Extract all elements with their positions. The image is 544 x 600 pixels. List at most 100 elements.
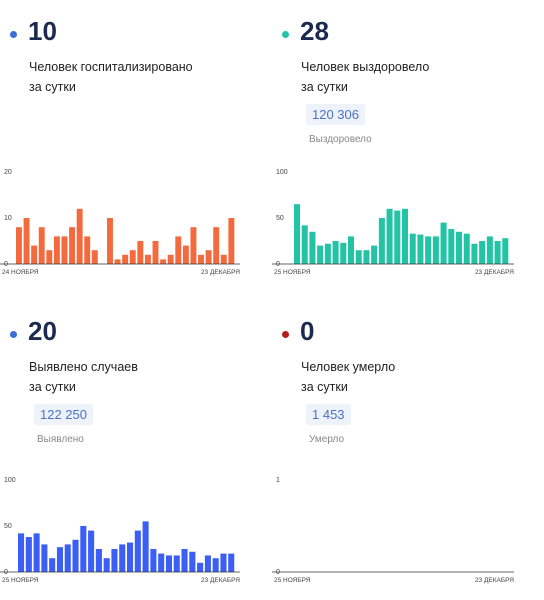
bar bbox=[502, 238, 509, 264]
hospitalized-chart: 20 10 024 НОЯБРЯ 23 ДЕКАБРЯ bbox=[0, 169, 240, 276]
bar bbox=[91, 250, 98, 264]
bar bbox=[95, 549, 102, 572]
bar bbox=[16, 227, 22, 264]
bar bbox=[61, 236, 68, 264]
bar bbox=[204, 555, 211, 572]
bar bbox=[18, 533, 25, 572]
bar bbox=[53, 236, 60, 264]
bar bbox=[111, 549, 118, 572]
y-tick-label: 0 bbox=[276, 569, 280, 576]
y-tick-label: 20 bbox=[4, 169, 12, 176]
bar bbox=[38, 227, 45, 264]
y-tick-label: 0 bbox=[4, 261, 8, 268]
bar bbox=[33, 533, 40, 572]
bar bbox=[144, 254, 151, 264]
hospitalized-sublabel: за сутки bbox=[29, 80, 76, 94]
hospitalized-dot bbox=[10, 31, 17, 38]
bar bbox=[23, 218, 30, 264]
bar bbox=[212, 558, 219, 572]
bar bbox=[182, 245, 189, 264]
bar bbox=[137, 241, 144, 264]
bar bbox=[332, 241, 339, 264]
bar bbox=[386, 208, 393, 264]
bar bbox=[69, 227, 76, 264]
bar bbox=[80, 526, 87, 572]
bar bbox=[49, 558, 56, 572]
deaths-panel: 0 Человек умерло за сутки 1 453 Умерло 1… bbox=[272, 300, 542, 600]
x-end-label: 23 ДЕКАБРЯ bbox=[201, 577, 240, 584]
y-tick-label: 100 bbox=[276, 169, 288, 176]
bar bbox=[134, 530, 141, 572]
bar bbox=[167, 254, 174, 264]
bar bbox=[363, 250, 370, 264]
bar bbox=[348, 236, 355, 264]
bar bbox=[197, 562, 204, 572]
detected-total-label: Выявлено bbox=[37, 434, 84, 445]
x-end-label: 23 ДЕКАБРЯ bbox=[201, 269, 240, 276]
detected-dot bbox=[10, 331, 17, 338]
x-start-label: 24 НОЯБРЯ bbox=[2, 269, 39, 276]
recovered-total: 120 306 bbox=[306, 104, 365, 125]
hospitalized-panel: 10 Человек госпитализировано за сутки 20… bbox=[0, 0, 270, 300]
bar bbox=[378, 218, 385, 264]
bar bbox=[127, 542, 134, 572]
bar bbox=[456, 231, 463, 264]
bar bbox=[190, 227, 197, 264]
bar bbox=[228, 218, 235, 264]
bar bbox=[432, 236, 439, 264]
bar bbox=[173, 555, 180, 572]
detected-sublabel: за сутки bbox=[29, 380, 76, 394]
bar bbox=[88, 530, 95, 572]
bar bbox=[46, 250, 53, 264]
bar bbox=[301, 225, 308, 264]
bar bbox=[409, 233, 416, 264]
hospitalized-label: Человек госпитализировано bbox=[29, 60, 193, 74]
detected-count: 20 bbox=[28, 316, 57, 346]
detected-total: 122 250 bbox=[34, 404, 93, 425]
bar bbox=[228, 553, 235, 572]
recovered-total-label: Выздоровело bbox=[309, 134, 372, 145]
bar bbox=[181, 549, 188, 572]
x-end-label: 23 ДЕКАБРЯ bbox=[475, 577, 514, 584]
y-tick-label: 50 bbox=[276, 215, 284, 222]
detected-chart: 100 50 025 НОЯБРЯ 23 ДЕКАБРЯ bbox=[0, 477, 240, 584]
bar bbox=[129, 250, 136, 264]
bar bbox=[122, 254, 129, 264]
bar bbox=[317, 245, 324, 264]
bar bbox=[213, 227, 220, 264]
recovered-chart: 100 50 025 НОЯБРЯ 23 ДЕКАБРЯ bbox=[272, 169, 514, 276]
deaths-count: 0 bbox=[300, 316, 315, 346]
bar bbox=[25, 537, 32, 572]
bar bbox=[189, 551, 196, 572]
bar bbox=[114, 259, 121, 264]
bar bbox=[205, 250, 212, 264]
deaths-sublabel: за сутки bbox=[301, 380, 348, 394]
bar bbox=[471, 243, 478, 264]
x-start-label: 25 НОЯБРЯ bbox=[2, 577, 39, 584]
bar bbox=[175, 236, 182, 264]
y-tick-label: 50 bbox=[4, 523, 12, 530]
bar bbox=[31, 245, 38, 264]
bar bbox=[158, 553, 165, 572]
bar bbox=[463, 233, 470, 264]
deaths-dot bbox=[282, 331, 289, 338]
recovered-dot bbox=[282, 31, 289, 38]
bar bbox=[150, 549, 157, 572]
bar bbox=[324, 243, 331, 264]
bar bbox=[309, 231, 316, 264]
deaths-label: Человек умерло bbox=[301, 360, 396, 374]
hospitalized-count: 10 bbox=[28, 16, 57, 46]
bar bbox=[119, 544, 126, 572]
bar bbox=[494, 241, 501, 264]
bar bbox=[64, 544, 71, 572]
bar bbox=[56, 547, 63, 572]
bar bbox=[76, 208, 83, 264]
bar bbox=[103, 558, 110, 572]
bar bbox=[107, 218, 113, 264]
y-tick-label: 1 bbox=[276, 477, 280, 484]
bar bbox=[440, 222, 447, 264]
recovered-panel: 28 Человек выздоровело за сутки 120 306 … bbox=[272, 0, 542, 300]
x-start-label: 25 НОЯБРЯ bbox=[274, 269, 311, 276]
bar bbox=[486, 236, 493, 264]
bar bbox=[84, 236, 91, 264]
